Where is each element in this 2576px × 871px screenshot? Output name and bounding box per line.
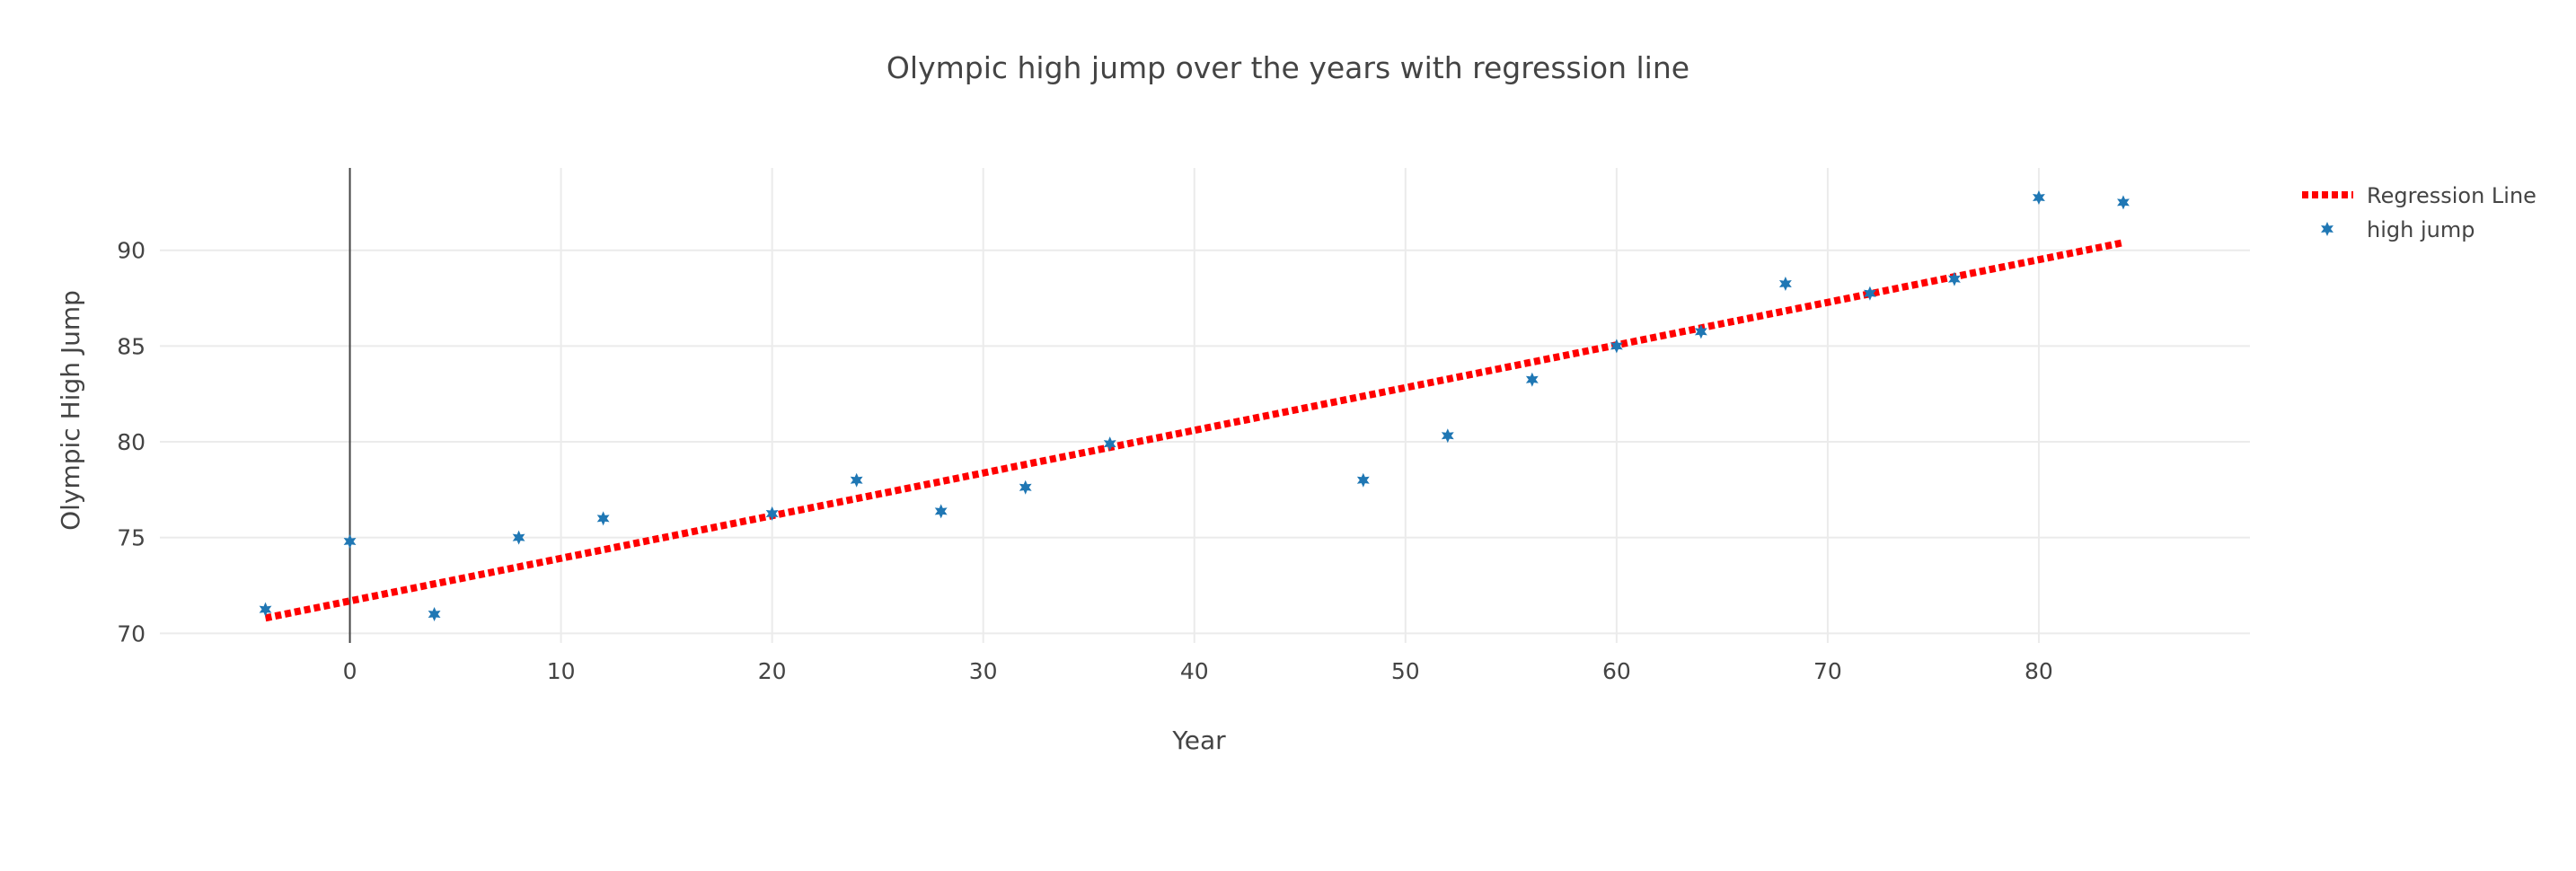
data-point[interactable] bbox=[1019, 479, 1032, 495]
data-point[interactable] bbox=[259, 602, 272, 617]
plot-series bbox=[259, 190, 2130, 622]
data-point[interactable] bbox=[1610, 339, 1623, 354]
data-point[interactable] bbox=[765, 506, 779, 522]
x-tick-label: 80 bbox=[2025, 658, 2053, 684]
data-point[interactable] bbox=[934, 504, 948, 519]
x-tick-label: 60 bbox=[1602, 658, 1631, 684]
y-tick-label: 80 bbox=[117, 429, 146, 455]
x-tick-label: 30 bbox=[969, 658, 998, 684]
y-tick-label: 90 bbox=[117, 238, 146, 264]
data-point[interactable] bbox=[1103, 436, 1116, 452]
data-point[interactable] bbox=[1948, 271, 1961, 286]
legend-item-label[interactable]: Regression Line bbox=[2367, 183, 2536, 208]
data-point[interactable] bbox=[1778, 277, 1792, 292]
data-point[interactable] bbox=[1356, 472, 1370, 488]
y-tick-label: 70 bbox=[117, 620, 146, 647]
gridlines bbox=[160, 168, 2250, 643]
data-point[interactable] bbox=[343, 533, 357, 549]
chart-title: Olympic high jump over the years with re… bbox=[887, 50, 1689, 85]
data-point[interactable] bbox=[1441, 428, 1454, 444]
x-tick-label: 10 bbox=[547, 658, 576, 684]
data-point[interactable] bbox=[512, 530, 525, 545]
x-tick-label: 20 bbox=[758, 658, 787, 684]
data-point[interactable] bbox=[2033, 190, 2045, 206]
legend-item-label[interactable]: high jump bbox=[2367, 217, 2475, 242]
data-point[interactable] bbox=[1694, 324, 1707, 339]
x-tick-label: 0 bbox=[343, 658, 357, 684]
y-axis-label: Olympic High Jump bbox=[56, 290, 85, 531]
data-point[interactable] bbox=[850, 472, 863, 488]
x-tick-label: 40 bbox=[1180, 658, 1209, 684]
x-axis-ticks: 0 10 20 30 40 50 60 70 80 bbox=[343, 658, 2053, 684]
data-point[interactable] bbox=[596, 511, 610, 526]
x-tick-label: 50 bbox=[1391, 658, 1420, 684]
x-tick-label: 70 bbox=[1813, 658, 1842, 684]
legend-star-swatch bbox=[2321, 222, 2333, 236]
data-point[interactable] bbox=[1863, 286, 1876, 301]
y-axis-ticks: 70 75 80 85 90 bbox=[117, 238, 146, 647]
x-axis-label: Year bbox=[1171, 726, 1226, 755]
y-tick-label: 85 bbox=[117, 333, 146, 359]
legend[interactable]: Regression Line high jump bbox=[2302, 183, 2536, 242]
y-tick-label: 75 bbox=[117, 525, 146, 551]
data-point[interactable] bbox=[1525, 372, 1539, 387]
data-point[interactable] bbox=[2117, 195, 2130, 210]
data-point[interactable] bbox=[428, 607, 441, 621]
